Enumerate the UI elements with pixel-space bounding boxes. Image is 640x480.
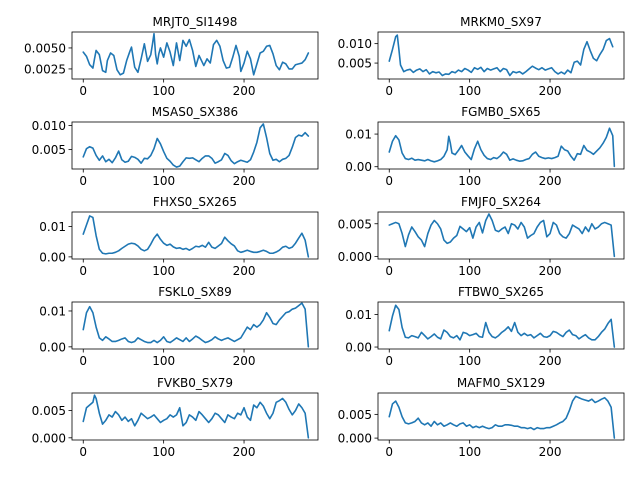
x-tick-label: 0 bbox=[385, 445, 393, 459]
x-tick-label: 200 bbox=[233, 354, 256, 368]
subplot-title: FHXS0_SX265 bbox=[153, 195, 237, 209]
subplot-title: MAFM0_SX129 bbox=[457, 376, 545, 390]
subplot-title: MSAS0_SX386 bbox=[152, 105, 238, 119]
x-tick-label: 0 bbox=[79, 84, 87, 98]
y-tick-label: 0.0050 bbox=[24, 41, 66, 55]
subplot-title: MRKM0_SX97 bbox=[460, 15, 542, 29]
axes-frame bbox=[377, 121, 625, 170]
y-tick-label: 0.000 bbox=[338, 432, 372, 446]
x-tick-label: 100 bbox=[458, 445, 481, 459]
x-tick-label: 0 bbox=[385, 174, 393, 188]
axes-frame bbox=[377, 392, 625, 441]
x-tick-label: 0 bbox=[79, 264, 87, 278]
subplot-title: FTBW0_SX265 bbox=[458, 285, 544, 299]
x-tick-label: 0 bbox=[79, 174, 87, 188]
series-line bbox=[82, 302, 310, 348]
x-tick-label: 100 bbox=[458, 174, 481, 188]
axes-frame bbox=[377, 211, 625, 260]
y-tick-label: 0.01 bbox=[345, 128, 372, 142]
x-tick-label: 200 bbox=[233, 174, 256, 188]
x-tick-label: 0 bbox=[79, 445, 87, 459]
y-tick-label: 0.00 bbox=[345, 160, 372, 174]
x-tick-label: 200 bbox=[539, 354, 562, 368]
subplot-title: FGMB0_SX65 bbox=[461, 105, 541, 119]
axes-frame bbox=[71, 392, 319, 441]
axes-frame bbox=[71, 211, 319, 260]
subplot-5: FHXS0_SX265 0 100 200 0.00 0.01 bbox=[39, 195, 319, 278]
x-tick-label: 100 bbox=[152, 445, 175, 459]
series-line bbox=[82, 215, 310, 258]
series-line bbox=[82, 123, 310, 168]
y-tick-label: 0.00 bbox=[39, 340, 66, 354]
x-tick-label: 0 bbox=[385, 84, 393, 98]
series-line bbox=[82, 394, 310, 439]
subplot-3: MSAS0_SX386 0 100 200 0.005 0.010 bbox=[32, 105, 319, 188]
y-tick-label: 0.000 bbox=[338, 250, 372, 264]
x-tick-label: 100 bbox=[458, 264, 481, 278]
y-tick-label: 0.01 bbox=[39, 304, 66, 318]
axes-frame bbox=[71, 301, 319, 350]
x-tick-label: 100 bbox=[152, 174, 175, 188]
subplot-10: MAFM0_SX129 0 100 200 0.000 0.005 bbox=[338, 376, 625, 459]
series-line bbox=[388, 395, 616, 439]
subplot-2: MRKM0_SX97 0 100 200 0.005 0.010 bbox=[338, 15, 625, 98]
y-tick-label: 0.005 bbox=[338, 217, 372, 231]
subplot-4: FGMB0_SX65 0 100 200 0.00 0.01 bbox=[345, 105, 625, 188]
x-tick-label: 200 bbox=[539, 445, 562, 459]
subplot-1: MRJT0_SI1498 0 100 200 0.0025 0.0050 bbox=[24, 15, 319, 98]
axes-frame bbox=[71, 31, 319, 80]
series-line bbox=[388, 127, 616, 168]
x-tick-label: 0 bbox=[79, 354, 87, 368]
y-tick-label: 0.00 bbox=[39, 250, 66, 264]
x-tick-label: 0 bbox=[385, 354, 393, 368]
series-line bbox=[388, 34, 614, 77]
x-tick-label: 100 bbox=[458, 354, 481, 368]
series-line bbox=[82, 32, 310, 76]
subplot-6: FMJF0_SX264 0 100 200 0.000 0.005 bbox=[338, 195, 625, 278]
x-tick-label: 200 bbox=[539, 174, 562, 188]
subplot-title: FMJF0_SX264 bbox=[461, 195, 541, 209]
x-tick-label: 200 bbox=[539, 264, 562, 278]
y-tick-label: 0.010 bbox=[338, 37, 372, 51]
y-tick-label: 0.01 bbox=[39, 220, 66, 234]
subplot-7: FSKL0_SX89 0 100 200 0.00 0.01 bbox=[39, 285, 319, 368]
axes-frame bbox=[377, 301, 625, 350]
y-tick-label: 0.005 bbox=[338, 57, 372, 71]
axes-frame bbox=[71, 121, 319, 170]
x-tick-label: 200 bbox=[539, 84, 562, 98]
axes-frame bbox=[377, 31, 625, 80]
subplot-8: FTBW0_SX265 0 100 200 0.00 0.01 bbox=[345, 285, 625, 368]
x-tick-label: 100 bbox=[152, 264, 175, 278]
subplot-title: MRJT0_SI1498 bbox=[153, 15, 238, 29]
y-tick-label: 0.010 bbox=[32, 119, 66, 133]
y-tick-label: 0.00 bbox=[345, 341, 372, 355]
x-tick-label: 100 bbox=[152, 354, 175, 368]
x-tick-label: 100 bbox=[152, 84, 175, 98]
y-tick-label: 0.005 bbox=[32, 143, 66, 157]
x-tick-label: 200 bbox=[233, 84, 256, 98]
series-line bbox=[388, 213, 616, 258]
subplot-9: FVKB0_SX79 0 100 200 0.000 0.005 bbox=[32, 376, 319, 459]
y-tick-label: 0.000 bbox=[32, 431, 66, 445]
series-line bbox=[388, 304, 616, 348]
y-tick-label: 0.005 bbox=[338, 408, 372, 422]
subplot-title: FVKB0_SX79 bbox=[157, 376, 233, 390]
x-tick-label: 0 bbox=[385, 264, 393, 278]
y-tick-label: 0.005 bbox=[32, 404, 66, 418]
y-tick-label: 0.01 bbox=[345, 308, 372, 322]
x-tick-label: 200 bbox=[233, 264, 256, 278]
subplot-title: FSKL0_SX89 bbox=[158, 285, 232, 299]
x-tick-label: 200 bbox=[233, 445, 256, 459]
y-tick-label: 0.0025 bbox=[24, 62, 66, 76]
x-tick-label: 100 bbox=[458, 84, 481, 98]
